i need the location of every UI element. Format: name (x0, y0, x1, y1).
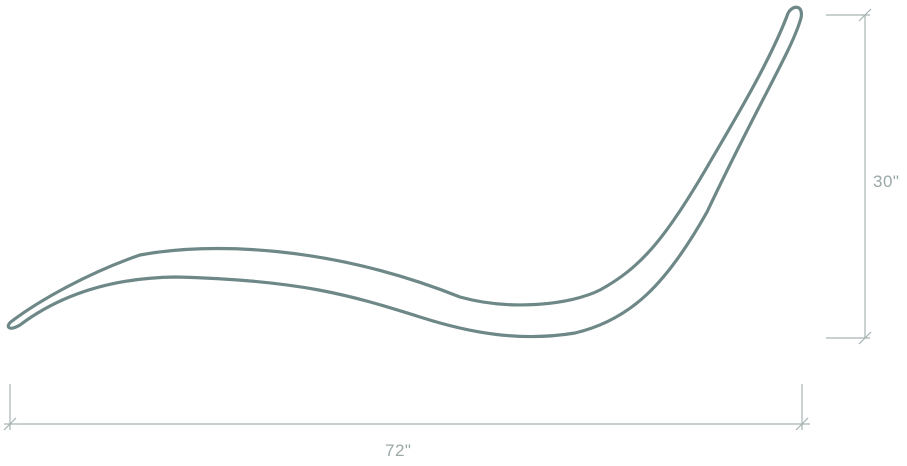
width-left-tick (3, 417, 17, 431)
width-dimension-label: 72" (385, 441, 412, 460)
height-dimension-label: 30" (873, 172, 900, 191)
width-right-tick (795, 417, 809, 431)
height-top-tick (858, 8, 872, 22)
height-dimension (826, 8, 872, 345)
chaise-outline (6, 5, 803, 339)
width-dimension (3, 384, 810, 431)
height-bottom-tick (858, 331, 872, 345)
